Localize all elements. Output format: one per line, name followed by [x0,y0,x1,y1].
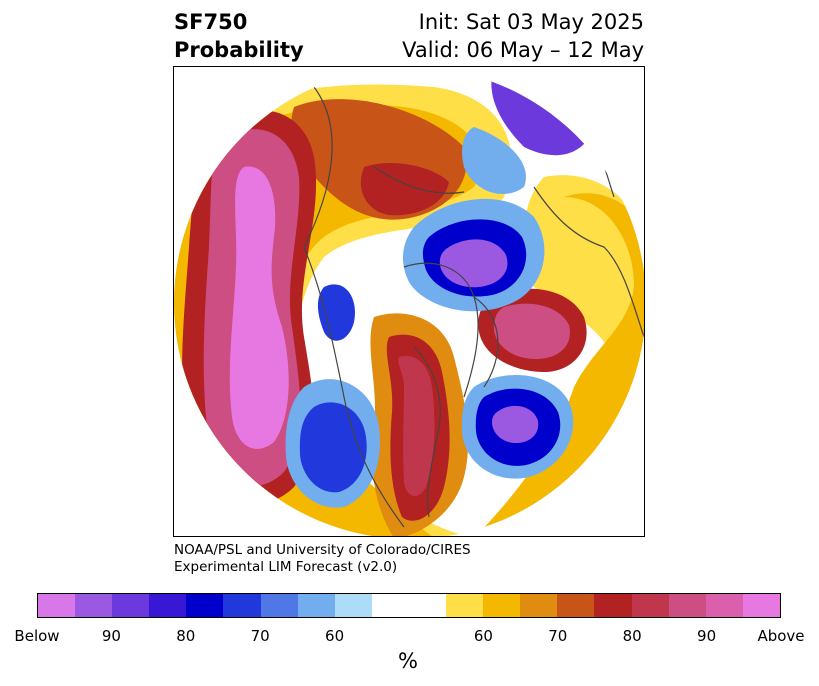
northeast-below-light [462,127,526,195]
colorbar [37,593,781,618]
map-panel [173,66,645,537]
title-variable: SF750 [174,10,248,34]
colorbar-tick-label: 70 [250,627,270,645]
credit-line-2: Experimental LIM Forecast (v2.0) [174,559,398,575]
colorbar-segment [520,594,558,617]
colorbar-segment [75,594,113,617]
atlantic-above-core [494,303,570,359]
pacific-above-core [229,166,289,449]
pacific-coast-below [317,284,355,341]
colorbar-tick-label: 60 [473,627,493,645]
forecast-dates: Init: Sat 03 May 2025 Valid: 06 May – 12… [402,8,644,64]
colorbar-tick-label: 60 [325,627,345,645]
valid-dates: Valid: 06 May – 12 May [402,38,644,62]
north-atlantic-below-core [492,405,539,443]
colorbar-segment [149,594,187,617]
map-title: SF750 Probability [174,8,304,64]
colorbar-segment [594,594,632,617]
colorbar-segment [371,594,409,617]
arctic-below-core [439,239,508,288]
colorbar-segment [38,594,76,617]
colorbar-unit: % [398,649,418,673]
western-us-below-core [299,402,367,493]
colorbar-segment [668,594,706,617]
colorbar-tick-label: 80 [622,627,642,645]
colorbar-segment [223,594,261,617]
colorbar-tick-label: Below [14,627,60,645]
colorbar-segment [334,594,372,617]
data-credit: NOAA/PSL and University of Colorado/CIRE… [174,542,471,576]
probability-map [174,67,644,536]
colorbar-segment [631,594,669,617]
colorbar-segment [742,594,780,617]
colorbar-segment [705,594,743,617]
colorbar-ticks: Below 90 80 70 60 60 70 80 90 Above [0,627,819,647]
colorbar-segment [446,594,484,617]
colorbar-tick-label: 80 [176,627,196,645]
init-date: Init: Sat 03 May 2025 [418,10,644,34]
colorbar-tick-label: Above [757,627,805,645]
colorbar-segment [408,594,447,617]
colorbar-segment [557,594,595,617]
colorbar-tick-label: 70 [548,627,568,645]
colorbar-segment [297,594,335,617]
colorbar-segment [186,594,224,617]
colorbar-segment [483,594,521,617]
canada-above-red [360,162,449,216]
colorbar-segment [112,594,150,617]
colorbar-tick-label: 90 [101,627,121,645]
credit-line-1: NOAA/PSL and University of Colorado/CIRE… [174,542,471,558]
coastlines [303,86,644,528]
title-quantity: Probability [174,38,304,62]
colorbar-tick-label: 90 [697,627,717,645]
north-america-above-core [398,355,435,497]
colorbar-segment [260,594,298,617]
